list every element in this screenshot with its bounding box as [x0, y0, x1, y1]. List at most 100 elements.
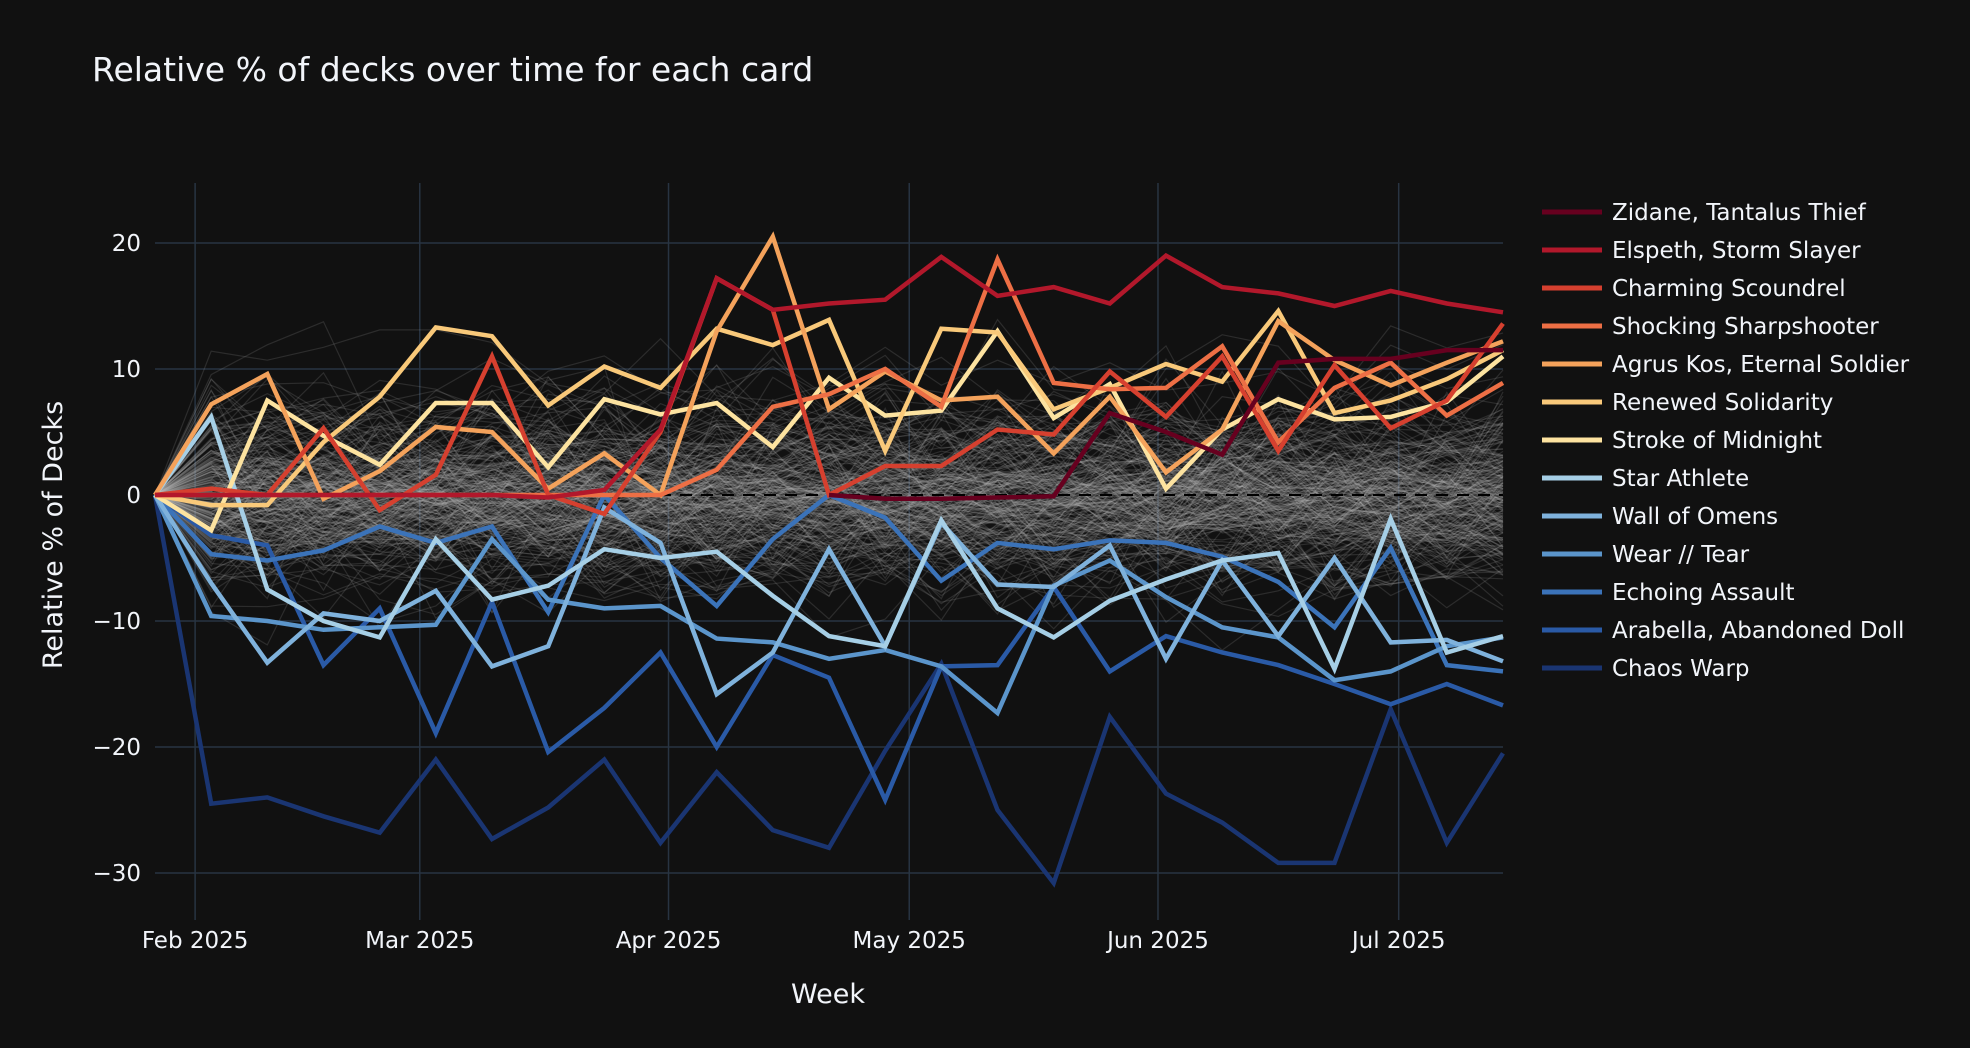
background-series-line	[154, 473, 1504, 614]
background-series-line	[154, 453, 1504, 527]
background-series-line	[154, 426, 1504, 521]
background-series-line	[154, 494, 1504, 559]
background-series-line	[154, 492, 1504, 609]
background-series-line	[154, 325, 1504, 496]
background-series-line	[154, 494, 1504, 578]
x-tick-label: Mar 2025	[365, 928, 474, 954]
background-series-line	[154, 436, 1504, 561]
background-series-line	[154, 486, 1504, 543]
background-series-line	[154, 411, 1504, 545]
background-series-line	[154, 433, 1504, 544]
x-axis-title: Week	[791, 979, 865, 1010]
background-series-line	[154, 485, 1504, 547]
background-series-line	[154, 381, 1504, 538]
background-series-line	[154, 417, 1504, 535]
legend-item[interactable]: Wear // Tear	[1542, 542, 1750, 568]
legend-item[interactable]: Zidane, Tantalus Thief	[1542, 200, 1867, 226]
background-series-line	[154, 370, 1504, 524]
legend-label: Elspeth, Storm Slayer	[1612, 238, 1861, 264]
background-series-line	[154, 485, 1504, 560]
series-line-zidane-tantalus-thief[interactable]	[828, 347, 1503, 502]
legend-item[interactable]: Chaos Warp	[1542, 656, 1750, 682]
background-series-line	[154, 410, 1504, 514]
legend-item[interactable]: Elspeth, Storm Slayer	[1542, 238, 1861, 264]
series-line-renewed-solidarity[interactable]	[154, 306, 1505, 508]
background-series-line	[154, 450, 1504, 514]
background-series-line	[154, 430, 1504, 499]
background-series-line	[154, 480, 1504, 570]
background-series-line	[154, 450, 1504, 546]
series-line-arabella-abandoned-doll[interactable]	[153, 493, 1504, 806]
background-series-line	[154, 492, 1504, 576]
background-series-line	[154, 442, 1504, 524]
series-line-star-athlete[interactable]	[153, 411, 1504, 675]
background-series-line	[154, 454, 1504, 512]
legend-item[interactable]: Charming Scoundrel	[1542, 276, 1846, 302]
background-series-line	[154, 462, 1504, 569]
x-axis-ticks: Feb 2025 Mar 2025 Apr 2025 May 2025 Jun 2025…	[142, 928, 1446, 954]
legend-label: Zidane, Tantalus Thief	[1612, 200, 1867, 226]
background-series-line	[154, 425, 1504, 544]
background-series-line	[154, 494, 1504, 599]
background-series-line	[154, 492, 1504, 566]
background-series-line	[154, 452, 1504, 508]
background-series-line	[154, 483, 1504, 581]
background-series-line	[154, 457, 1504, 559]
series-line-elspeth-storm-slayer[interactable]	[155, 252, 1504, 500]
background-series-line	[154, 397, 1504, 502]
background-series-line	[154, 437, 1504, 540]
series-line-chaos-warp[interactable]	[152, 494, 1505, 888]
series-line-stroke-of-midnight[interactable]	[153, 327, 1505, 534]
background-series-line	[154, 444, 1504, 531]
legend-label: Agrus Kos, Eternal Soldier	[1612, 352, 1910, 378]
legend-item[interactable]: Renewed Solidarity	[1542, 390, 1833, 416]
background-series-line	[154, 358, 1504, 496]
background-series-line	[154, 473, 1504, 540]
background-series-line	[154, 415, 1504, 509]
background-series-line	[154, 462, 1504, 597]
chart-title: Relative % of decks over time for each c…	[92, 50, 813, 89]
legend-item[interactable]: Arabella, Abandoned Doll	[1542, 618, 1904, 644]
series-group	[152, 231, 1505, 888]
legend-label: Arabella, Abandoned Doll	[1612, 618, 1904, 644]
y-tick-label: −30	[92, 861, 141, 887]
legend-item[interactable]: Echoing Assault	[1542, 580, 1794, 606]
x-tick-label: May 2025	[853, 928, 966, 954]
background-series-line	[154, 481, 1504, 614]
legend-label: Star Athlete	[1612, 466, 1749, 492]
background-series-line	[154, 443, 1504, 534]
background-series-line	[154, 486, 1504, 600]
background-series-line	[154, 400, 1504, 557]
legend-item[interactable]: Agrus Kos, Eternal Soldier	[1542, 352, 1910, 378]
x-tick-label: Jul 2025	[1350, 928, 1446, 954]
series-line-wall-of-omens[interactable]	[153, 493, 1504, 698]
background-series-line	[154, 455, 1504, 586]
x-tick-label: Jun 2025	[1105, 928, 1209, 954]
legend-item[interactable]: Wall of Omens	[1542, 504, 1778, 530]
legend-label: Wall of Omens	[1612, 504, 1778, 530]
background-series-line	[154, 441, 1504, 531]
background-series-line	[154, 355, 1504, 496]
background-series-line	[154, 465, 1504, 527]
background-series-line	[154, 494, 1504, 598]
background-series-line	[154, 483, 1504, 605]
legend[interactable]: Zidane, Tantalus Thief Elspeth, Storm Sla…	[1542, 200, 1910, 682]
legend-label: Chaos Warp	[1612, 656, 1750, 682]
legend-item[interactable]: Star Athlete	[1542, 466, 1749, 492]
background-series-line	[154, 429, 1504, 558]
legend-item[interactable]: Stroke of Midnight	[1542, 428, 1822, 454]
background-series-line	[154, 394, 1504, 515]
background-series-line	[154, 440, 1504, 523]
background-series-line	[154, 451, 1504, 572]
background-series-line	[154, 464, 1504, 559]
background-series-line	[154, 387, 1504, 496]
background-series-line	[154, 468, 1504, 578]
background-series-line	[154, 357, 1504, 496]
legend-label: Stroke of Midnight	[1612, 428, 1822, 454]
background-series-line	[154, 421, 1504, 496]
legend-item[interactable]: Shocking Sharpshooter	[1542, 314, 1879, 340]
y-axis-title: Relative % of Decks	[38, 401, 69, 669]
series-line-agrus-kos-eternal-soldier[interactable]	[153, 231, 1504, 502]
y-tick-label: 0	[126, 483, 141, 509]
